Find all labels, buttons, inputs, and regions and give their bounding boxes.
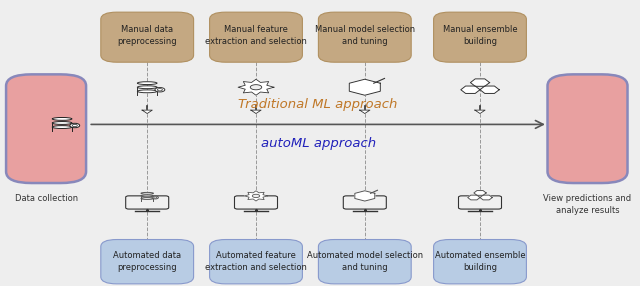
Circle shape bbox=[252, 194, 260, 198]
Polygon shape bbox=[468, 195, 480, 200]
Ellipse shape bbox=[52, 118, 72, 120]
Polygon shape bbox=[480, 86, 499, 94]
Polygon shape bbox=[480, 195, 492, 200]
Text: View predictions and
analyze results: View predictions and analyze results bbox=[543, 194, 632, 214]
Ellipse shape bbox=[52, 122, 72, 124]
Ellipse shape bbox=[52, 126, 72, 128]
FancyBboxPatch shape bbox=[434, 240, 526, 284]
FancyBboxPatch shape bbox=[319, 12, 412, 62]
Circle shape bbox=[250, 85, 262, 90]
Circle shape bbox=[152, 196, 159, 199]
FancyBboxPatch shape bbox=[125, 196, 169, 209]
Text: Traditional ML approach: Traditional ML approach bbox=[238, 98, 398, 111]
FancyBboxPatch shape bbox=[6, 74, 86, 183]
Ellipse shape bbox=[138, 86, 157, 89]
Ellipse shape bbox=[138, 90, 157, 93]
Polygon shape bbox=[349, 79, 380, 95]
FancyBboxPatch shape bbox=[210, 240, 303, 284]
Polygon shape bbox=[355, 191, 375, 201]
Text: Data collection: Data collection bbox=[15, 194, 77, 203]
Text: Automated data
preprocessing: Automated data preprocessing bbox=[113, 251, 181, 272]
Text: Automated ensemble
building: Automated ensemble building bbox=[435, 251, 525, 272]
FancyBboxPatch shape bbox=[101, 12, 193, 62]
Text: Manual data
preprocessing: Manual data preprocessing bbox=[117, 25, 177, 46]
FancyBboxPatch shape bbox=[210, 12, 303, 62]
Text: autoML approach: autoML approach bbox=[260, 136, 376, 150]
FancyBboxPatch shape bbox=[343, 196, 387, 209]
FancyBboxPatch shape bbox=[458, 196, 502, 209]
Ellipse shape bbox=[141, 195, 154, 197]
FancyBboxPatch shape bbox=[101, 240, 193, 284]
Polygon shape bbox=[244, 191, 268, 201]
Polygon shape bbox=[470, 79, 490, 86]
FancyBboxPatch shape bbox=[319, 240, 412, 284]
Ellipse shape bbox=[141, 198, 154, 199]
Polygon shape bbox=[475, 110, 485, 114]
FancyBboxPatch shape bbox=[234, 196, 278, 209]
Text: Automated model selection
and tuning: Automated model selection and tuning bbox=[307, 251, 423, 272]
Circle shape bbox=[157, 89, 163, 91]
Polygon shape bbox=[461, 86, 480, 94]
Text: Manual ensemble
building: Manual ensemble building bbox=[443, 25, 517, 46]
Circle shape bbox=[72, 124, 77, 127]
FancyBboxPatch shape bbox=[434, 12, 526, 62]
Ellipse shape bbox=[141, 192, 154, 194]
Polygon shape bbox=[360, 110, 370, 114]
Circle shape bbox=[70, 123, 79, 128]
Text: Manual feature
extraction and selection: Manual feature extraction and selection bbox=[205, 25, 307, 46]
Polygon shape bbox=[142, 110, 152, 114]
Polygon shape bbox=[238, 79, 274, 95]
Ellipse shape bbox=[138, 82, 157, 85]
Text: Manual model selection
and tuning: Manual model selection and tuning bbox=[315, 25, 415, 46]
Text: Automated feature
extraction and selection: Automated feature extraction and selecti… bbox=[205, 251, 307, 272]
Polygon shape bbox=[474, 190, 486, 195]
Circle shape bbox=[154, 197, 157, 198]
Polygon shape bbox=[251, 110, 261, 114]
Circle shape bbox=[155, 88, 165, 92]
FancyBboxPatch shape bbox=[548, 74, 627, 183]
